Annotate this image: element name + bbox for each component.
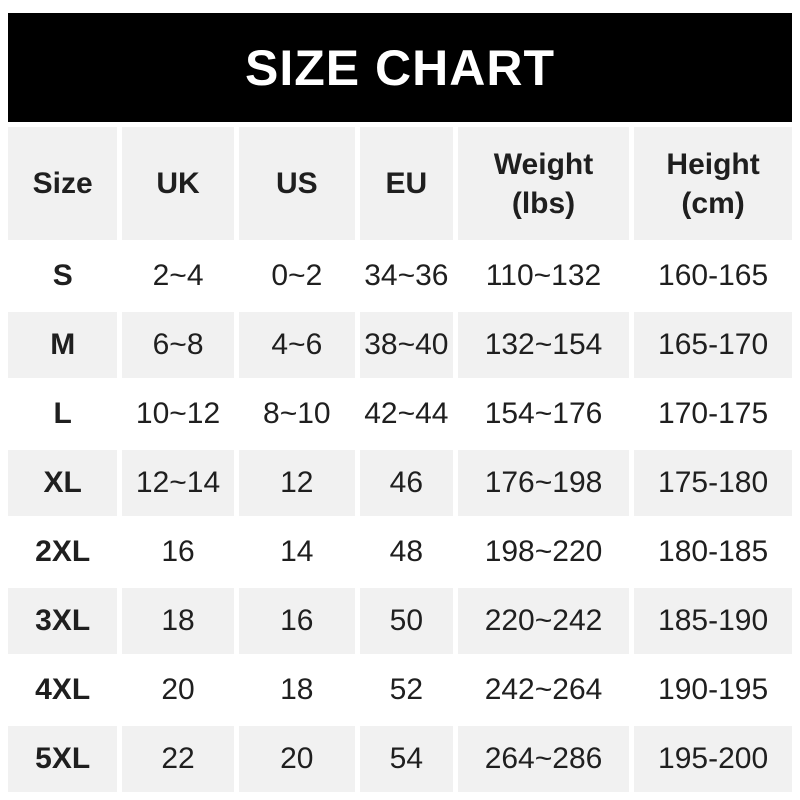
value-cell: 50 (359, 588, 453, 654)
value-cell: 10~12 (135, 397, 221, 430)
value-cell: 20 (161, 673, 195, 706)
value-cell: 16 (161, 535, 195, 568)
size-label-cell: L (53, 397, 72, 430)
size-label-cell: 5XL (8, 726, 118, 792)
value-cell: 4~6 (238, 312, 355, 378)
value-cell: 220~242 (457, 588, 630, 654)
header-label: Height (666, 147, 760, 181)
value-cell: 190-195 (658, 673, 769, 706)
header-label: UK (156, 167, 200, 200)
value-cell: 132~154 (457, 312, 630, 378)
value-cell: 34~36 (364, 259, 449, 292)
value-cell: 175-180 (634, 450, 792, 516)
value-cell: 14 (280, 535, 314, 568)
value-cell: 12 (238, 450, 355, 516)
value-cell: 16 (238, 588, 355, 654)
header-cell-weight: Weight (lbs) (457, 127, 630, 240)
value-cell: 242~264 (484, 673, 603, 706)
value-cell: 18 (122, 588, 234, 654)
value-cell: 176~198 (457, 450, 630, 516)
value-cell: 154~176 (484, 397, 603, 430)
value-cell: 170-175 (658, 397, 769, 430)
value-cell: 52 (389, 673, 424, 706)
page-title: SIZE CHART (245, 39, 555, 96)
size-label-cell: 3XL (8, 588, 118, 654)
value-cell: 38~40 (359, 312, 453, 378)
header-label: Size (32, 167, 93, 200)
value-cell: 18 (280, 673, 314, 706)
value-cell: 195-200 (634, 726, 792, 792)
size-label-cell: M (8, 312, 118, 378)
value-cell: 165-170 (634, 312, 792, 378)
value-cell: 42~44 (364, 397, 449, 430)
value-cell: 20 (238, 726, 355, 792)
value-cell: 54 (359, 726, 453, 792)
value-cell: 46 (359, 450, 453, 516)
size-table: Size UK US EU Weight (lbs) Height (cm) S 2~4 0~2 34… (8, 127, 792, 792)
value-cell: 8~10 (263, 397, 331, 430)
header-cell-eu: EU (359, 127, 453, 240)
size-label-cell: 2XL (35, 535, 91, 568)
size-label-cell: 4XL (35, 673, 91, 706)
header-label: EU (385, 167, 428, 200)
value-cell: 160-165 (658, 259, 769, 292)
header-cell-us: US (238, 127, 355, 240)
value-cell: 198~220 (484, 535, 603, 568)
header-cell-height: Height (cm) (634, 127, 792, 240)
header-label: Weight (493, 147, 594, 181)
size-label-cell: S (52, 259, 73, 292)
value-cell: 48 (389, 535, 424, 568)
header-label: US (275, 167, 318, 200)
value-cell: 6~8 (122, 312, 234, 378)
value-cell: 0~2 (271, 259, 323, 292)
value-cell: 12~14 (122, 450, 234, 516)
header-cell-uk: UK (122, 127, 234, 240)
value-cell: 185-190 (634, 588, 792, 654)
value-cell: 2~4 (152, 259, 204, 292)
value-cell: 180-185 (658, 535, 769, 568)
value-cell: 110~132 (485, 259, 602, 292)
size-label-cell: XL (8, 450, 118, 516)
value-cell: 22 (122, 726, 234, 792)
header-unit: (lbs) (511, 186, 576, 220)
header-cell-size: Size (8, 127, 118, 240)
header-unit: (cm) (681, 186, 745, 220)
title-banner: SIZE CHART (8, 13, 792, 122)
value-cell: 264~286 (457, 726, 630, 792)
